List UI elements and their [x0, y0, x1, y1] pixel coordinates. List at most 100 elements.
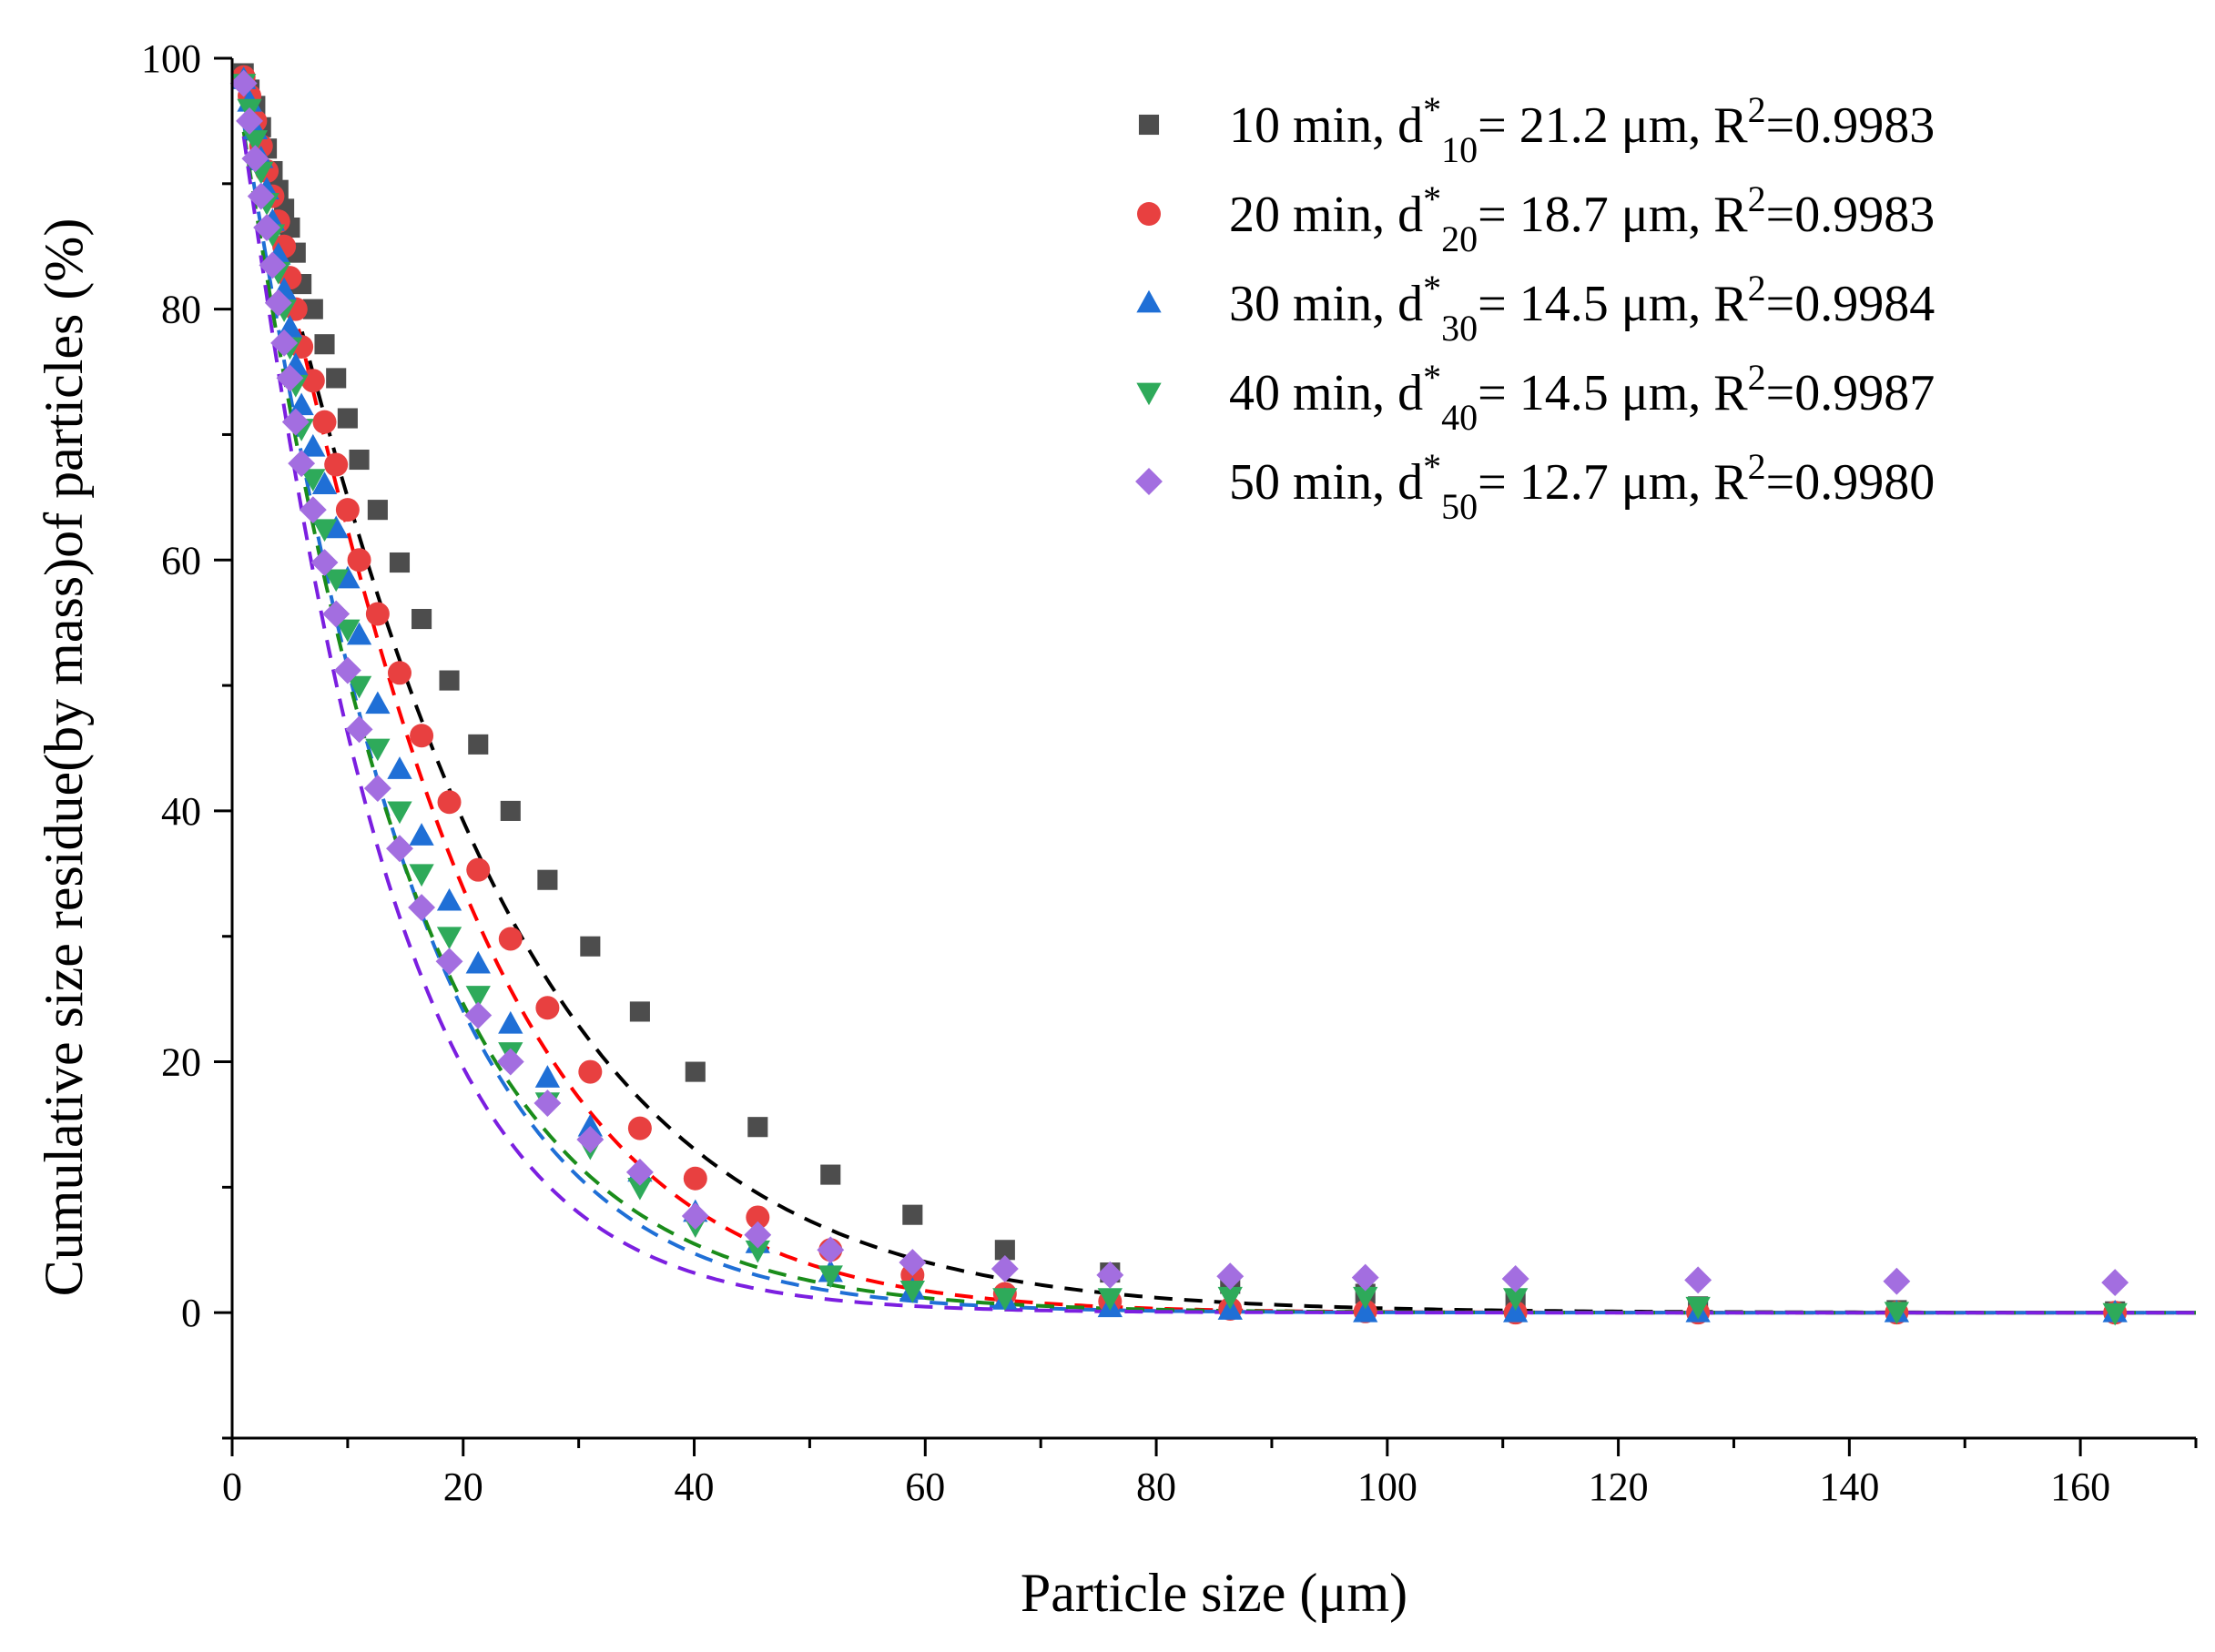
y-tick-label: 20	[161, 1040, 201, 1085]
legend-text-part: =0.9983	[1766, 97, 1936, 154]
data-point	[994, 1240, 1015, 1261]
legend-text-part: =0.9983	[1766, 187, 1936, 243]
data-point	[323, 515, 349, 539]
data-point	[747, 1117, 768, 1138]
data-point	[335, 565, 361, 589]
legend-text-part: 30	[1441, 308, 1478, 349]
legend-text-part: *	[1423, 89, 1441, 130]
data-point	[276, 364, 304, 392]
data-point	[1353, 1286, 1378, 1310]
y-tick-label: 80	[161, 288, 201, 332]
data-point	[1353, 1299, 1378, 1323]
data-point	[365, 602, 390, 626]
legend-text-part: 40	[1441, 397, 1478, 438]
legend-entry: 50 min, d*50= 12.7 μm, R2=0.9980	[1229, 446, 1935, 527]
legend-text-part: =0.9984	[1766, 276, 1936, 332]
data-point	[2102, 1302, 2128, 1326]
data-point	[333, 656, 361, 684]
data-point	[439, 670, 460, 691]
data-point	[577, 1113, 603, 1137]
data-point	[270, 329, 299, 357]
data-point	[580, 936, 601, 957]
legend-marker	[1136, 382, 1162, 406]
data-point	[322, 600, 351, 628]
data-point	[436, 887, 462, 911]
data-point	[625, 1158, 654, 1186]
data-point	[820, 1164, 841, 1185]
data-point	[818, 1265, 843, 1289]
data-point	[685, 1061, 706, 1082]
data-point	[365, 691, 391, 715]
data-point	[346, 675, 372, 699]
data-point	[1684, 1266, 1712, 1294]
data-point	[302, 299, 323, 319]
data-point	[1097, 1288, 1123, 1311]
data-point	[534, 1065, 561, 1088]
data-point	[498, 1010, 523, 1034]
data-point	[337, 408, 358, 429]
legend-entry: 30 min, d*30= 14.5 μm, R2=0.9984	[1229, 268, 1935, 349]
data-point	[468, 734, 489, 755]
data-point	[537, 869, 558, 890]
legend-text-part: = 18.7 μm, R	[1478, 187, 1748, 243]
data-point	[300, 469, 326, 492]
data-point	[288, 450, 316, 478]
legend-text-part: 2	[1748, 89, 1766, 130]
legend-text-part: 30 min, d	[1229, 276, 1423, 332]
data-point	[349, 449, 370, 471]
data-point	[533, 1090, 562, 1117]
legend-text-part: 10	[1441, 129, 1478, 170]
data-point	[242, 130, 269, 153]
data-point	[899, 1249, 927, 1277]
data-point	[335, 619, 361, 643]
data-point	[409, 823, 434, 846]
legend-entry: 40 min, d*40= 14.5 μm, R2=0.9987	[1229, 357, 1935, 438]
data-point	[365, 738, 391, 762]
fit-curve	[241, 122, 2196, 1315]
legend-text-part: *	[1423, 357, 1441, 398]
legend-marker	[1136, 289, 1162, 313]
data-point	[347, 548, 371, 573]
legend-text-part: *	[1423, 268, 1441, 309]
data-point	[681, 1202, 709, 1231]
data-point	[311, 519, 338, 542]
data-point	[386, 835, 413, 863]
data-point	[259, 251, 287, 279]
data-point	[236, 106, 263, 135]
data-point	[247, 182, 275, 210]
data-point	[412, 608, 432, 630]
data-point	[437, 790, 462, 815]
data-point	[1501, 1265, 1529, 1292]
data-point	[300, 433, 326, 457]
data-point	[1883, 1267, 1911, 1295]
data-point	[629, 1001, 650, 1022]
data-point	[335, 498, 360, 522]
data-point	[310, 549, 339, 576]
x-axis-title: Particle size (μm)	[1021, 1563, 1407, 1623]
legend-text-part: 2	[1748, 446, 1766, 487]
legend-text-part: 50	[1441, 486, 1478, 527]
data-point	[1217, 1286, 1243, 1310]
data-point	[745, 1240, 770, 1263]
data-point	[326, 368, 347, 389]
y-tick-label: 0	[181, 1291, 201, 1335]
data-points	[229, 63, 2129, 1326]
data-point	[312, 410, 337, 434]
data-point	[409, 864, 434, 887]
legend-text-part: = 14.5 μm, R	[1478, 276, 1748, 332]
x-tick-label: 160	[2050, 1465, 2110, 1509]
legend-marker	[1135, 468, 1163, 495]
legend-text-part: 40 min, d	[1229, 365, 1423, 421]
data-point	[817, 1236, 845, 1264]
data-point	[299, 496, 327, 524]
data-point	[1884, 1302, 1910, 1325]
data-point	[744, 1221, 772, 1249]
y-axis-title: Cumulative size residue(by mass)of parti…	[34, 218, 94, 1297]
data-point	[241, 145, 269, 173]
data-point	[498, 927, 523, 951]
data-point	[992, 1288, 1018, 1311]
legend-entry: 20 min, d*20= 18.7 μm, R2=0.9983	[1229, 178, 1935, 259]
x-tick-label: 140	[1819, 1465, 1879, 1509]
legend-text-part: 20 min, d	[1229, 187, 1423, 243]
